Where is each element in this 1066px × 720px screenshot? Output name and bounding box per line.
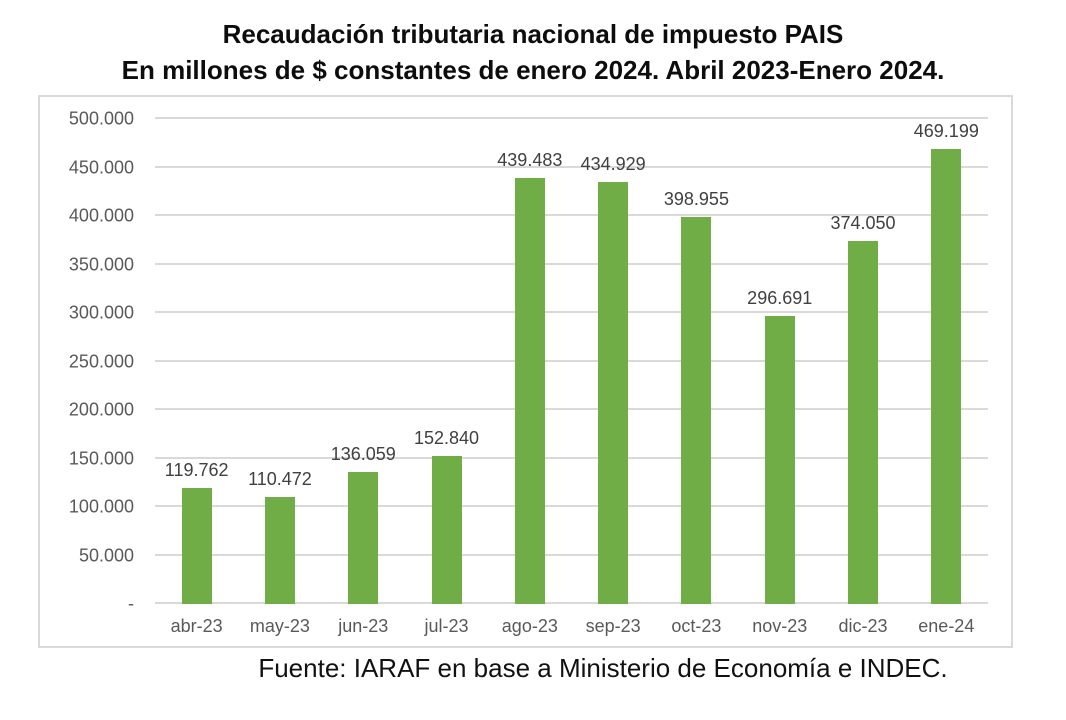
bar-value-label: 374.050	[830, 213, 896, 234]
bar-may-23	[264, 496, 295, 604]
x-axis-tick-label: ago-23	[501, 616, 558, 636]
gridline	[155, 359, 988, 362]
bar-slot-ene-24: 469.199 ene-24	[905, 119, 988, 636]
y-axis-tick-label: 100.000	[68, 496, 134, 517]
bar-value-label: 469.199	[913, 120, 979, 141]
bar-value-label: 398.955	[663, 189, 729, 210]
bar-jul-23	[431, 455, 462, 604]
bar-slot-may-23: 110.472 may-23	[238, 119, 321, 636]
bar-slots: 119.762 abr-23 110.472 may-23 136.059 jun-23 1…	[155, 119, 988, 636]
y-axis-tick-label: 200.000	[68, 399, 134, 420]
bar-ene-24	[931, 148, 962, 604]
chart-title-block: Recaudación tributaria nacional de impue…	[0, 16, 1066, 88]
gridline	[155, 602, 988, 604]
bar-value-label: 439.483	[497, 149, 563, 170]
x-axis-tick-label: jul-23	[424, 616, 469, 636]
bar-oct-23	[681, 217, 712, 604]
bar-value-label: 119.762	[164, 459, 229, 480]
gridline	[155, 456, 988, 459]
x-axis-tick-label: oct-23	[671, 616, 722, 636]
bar-nov-23	[764, 316, 795, 604]
y-axis-tick-label: 400.000	[68, 205, 134, 226]
bar-sep-23	[598, 182, 629, 604]
bar-jun-23	[348, 472, 379, 604]
bar-abr-23	[181, 487, 212, 604]
y-axis-tick-label: 350.000	[68, 254, 134, 274]
bar-slot-jul-23: 152.840 jul-23	[405, 119, 488, 636]
x-axis-tick-label: jun-23	[338, 616, 389, 636]
y-axis-tick-label: 250.000	[68, 351, 134, 371]
x-axis-tick-label: abr-23	[170, 616, 223, 636]
bar-value-label: 110.472	[248, 468, 312, 489]
bar-slot-dic-23: 374.050 dic-23	[821, 119, 904, 636]
bar-slot-abr-23: 119.762 abr-23	[155, 119, 238, 636]
y-axis-tick-label: 50.000	[78, 545, 134, 565]
x-axis-tick-label: sep-23	[585, 616, 641, 636]
bar-value-label: 136.059	[330, 444, 396, 465]
chart-frame: - 50.000 100.000 150.000 200.000 250.000 300.0…	[38, 95, 1013, 648]
x-axis-tick-label: may-23	[249, 616, 310, 636]
y-axis-tick-label: 150.000	[68, 448, 134, 468]
x-axis-tick-label: dic-23	[838, 616, 888, 636]
x-axis-tick-label: ene-24	[918, 616, 975, 636]
y-axis-tick-label: 500.000	[68, 108, 134, 129]
bar-ago-23	[514, 177, 545, 604]
bar-value-label: 152.840	[413, 427, 480, 448]
y-axis-tick-label: 300.000	[68, 302, 134, 323]
bar-dic-23	[848, 241, 879, 604]
chart-subtitle: En millones de $ constantes de enero 202…	[121, 55, 945, 85]
gridline	[155, 117, 988, 119]
plot-area: 119.762 abr-23 110.472 may-23 136.059 jun-23 1…	[155, 117, 988, 636]
source-note: Fuente: IARAF en base a Ministerio de Ec…	[258, 653, 948, 683]
bar-slot-ago-23: 439.483 ago-23	[488, 119, 571, 636]
gridline	[155, 214, 988, 216]
gridline	[155, 505, 988, 507]
bar-value-label: 434.929	[580, 154, 646, 175]
chart-title: Recaudación tributaria nacional de impue…	[222, 19, 844, 49]
bar-value-label: 296.691	[747, 288, 813, 309]
gridline	[155, 553, 988, 556]
bar-slot-sep-23: 434.929 sep-23	[571, 119, 654, 636]
gridline	[155, 311, 988, 313]
x-axis-tick-label: nov-23	[752, 616, 808, 636]
y-axis: - 50.000 100.000 150.000 200.000 250.000 300.0…	[40, 109, 134, 614]
gridline	[155, 262, 988, 265]
y-axis-tick-label: 450.000	[68, 157, 134, 177]
bar-slot-jun-23: 136.059 jun-23	[322, 119, 405, 636]
bar-slot-oct-23: 398.955 oct-23	[655, 119, 738, 636]
bar-slot-nov-23: 296.691 nov-23	[738, 119, 821, 636]
gridline	[155, 408, 988, 410]
y-axis-tick-label: -	[128, 593, 134, 614]
gridline	[155, 165, 988, 168]
